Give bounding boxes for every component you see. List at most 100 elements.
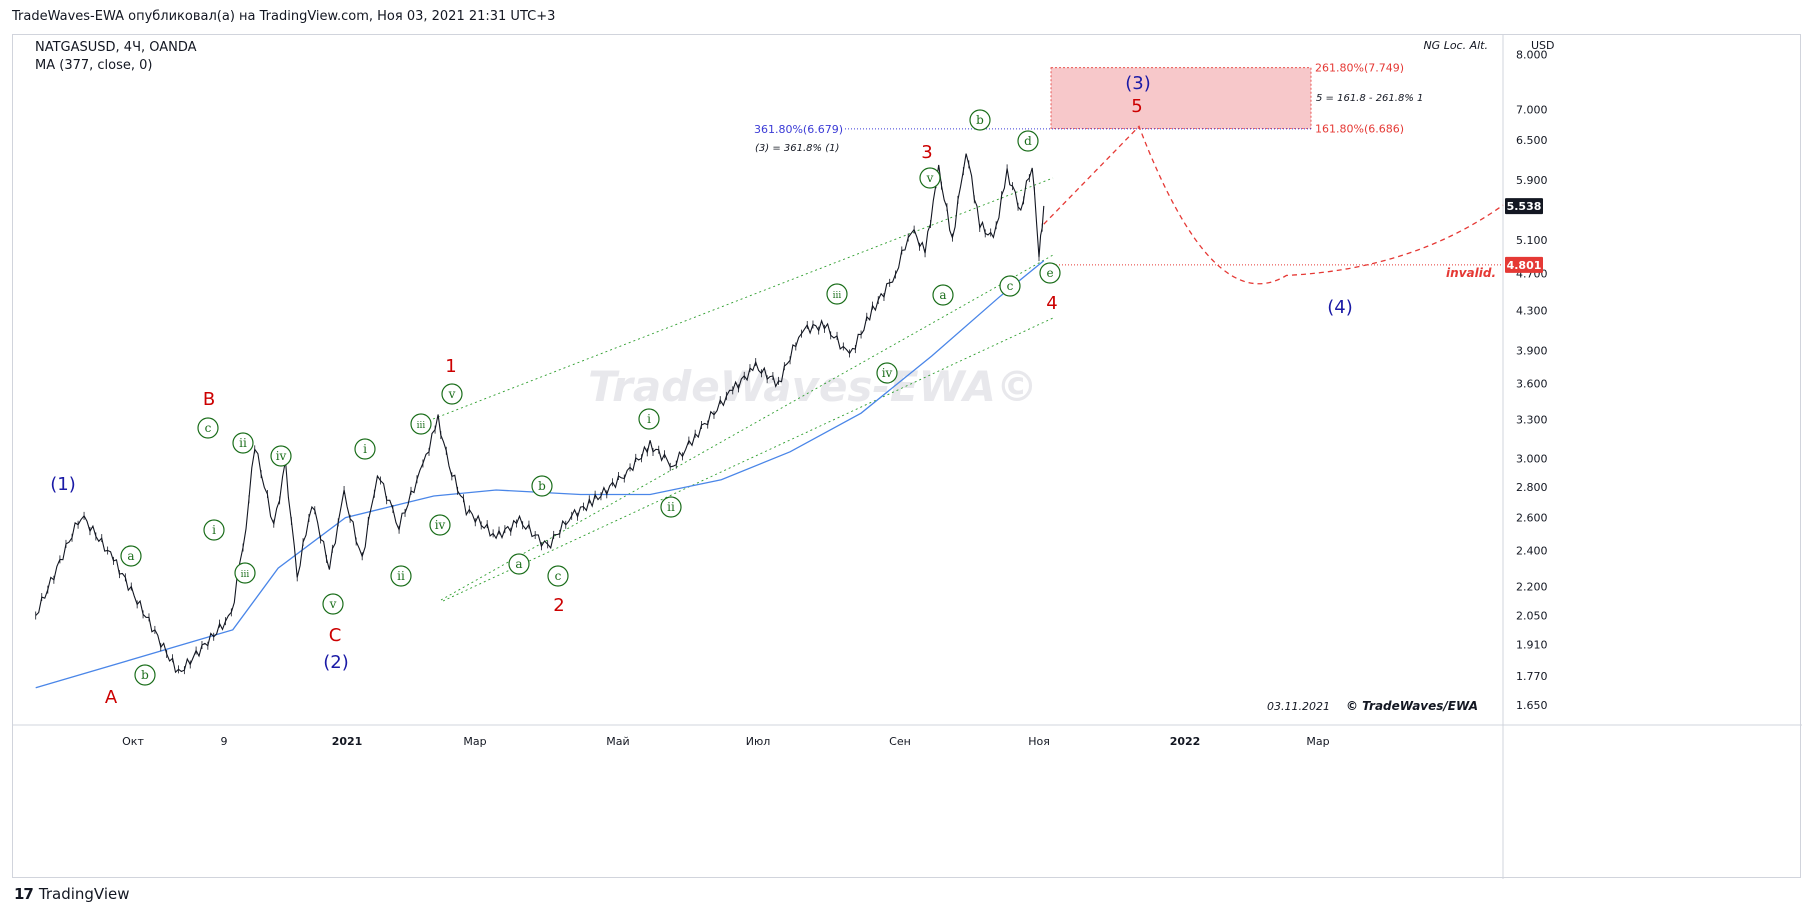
x-tick-label: Мар [1306,735,1329,748]
y-tick-label: 3.900 [1516,345,1548,358]
circled-wave-marker [322,593,344,615]
circled-wave-label: a [127,549,134,563]
price-tag-label: 4.801 [1507,259,1542,272]
circled-wave-label: iii [833,291,842,301]
target-zone [1050,67,1312,129]
wave-label-C: C [329,625,342,646]
price-line [35,153,1045,674]
wave-label-5: 5 [1131,96,1142,117]
wave-label-B: B [203,389,215,410]
tradingview-brand[interactable]: 17 TradingView [14,885,130,903]
y-tick-label: 3.300 [1516,413,1548,426]
circled-wave-marker [120,545,142,567]
circled-wave-marker [660,496,682,518]
circled-wave-marker [429,514,451,536]
circled-wave-marker [441,383,463,405]
chart-title: NG Loc. Alt. [1423,39,1488,52]
chart-canvas[interactable]: NG Loc. Alt. USD TradeWaves-EWA© 1.650 1.770… [13,35,1802,879]
wave-label-(3): (3) [1125,73,1151,94]
circled-wave-marker [919,167,941,189]
circled-wave-label: b [141,668,149,682]
circled-wave-label: i [212,523,216,537]
circled-wave-label: b [538,479,546,493]
fib-lower-label: 161.80%(6.686) [1315,122,1404,135]
circled-wave-label: ii [667,500,675,514]
y-tick-label: 5.900 [1516,174,1548,187]
y-tick-label: 2.050 [1516,609,1548,622]
fib-level-label: 361.80%(6.679) [754,123,843,136]
circled-wave-marker [826,283,848,305]
price-tag-box [1505,198,1543,215]
circled-wave-marker [1017,130,1039,152]
fib-upper-label: 261.80%(7.749) [1315,62,1404,75]
circled-wave-marker [638,408,660,430]
chart-panel[interactable]: NG Loc. Alt. USD TradeWaves-EWA© 1.650 1.770… [12,34,1802,879]
watermark: TradeWaves-EWA© [588,362,1038,411]
circled-wave-label: a [515,557,522,571]
circled-wave-marker [999,275,1021,297]
circled-wave-label: ii [397,569,405,583]
fib-note: (3) = 361.8% (1) [755,143,839,154]
price-tag-label: 5.538 [1507,200,1542,213]
circled-wave-marker [234,562,256,584]
y-tick-label: 7.000 [1516,104,1548,117]
circled-wave-marker [203,519,225,541]
ma-line [35,260,1045,689]
x-tick-label: Мар [463,735,486,748]
circled-wave-marker [932,284,954,306]
circled-wave-label: iv [276,449,287,463]
circled-wave-marker [969,109,991,131]
x-tick-label: Окт [122,735,144,748]
currency-label: USD [1531,39,1555,52]
signature-date: 03.11.2021 [1267,700,1330,713]
y-tick-label: 2.400 [1516,545,1548,558]
x-tick-label: 9 [221,735,228,748]
wave-label-3: 3 [921,142,932,163]
publication-header: TradeWaves-EWA опубликовал(а) на Trading… [12,9,556,24]
wave-label-1: 1 [445,356,456,377]
wave-label-(1): (1) [50,474,76,495]
circled-wave-label: v [329,597,337,611]
x-tick-label: Май [606,735,629,748]
y-tick-label: 2.600 [1516,512,1548,525]
y-tick-label: 4.300 [1516,304,1548,317]
circled-wave-marker [232,432,254,454]
circled-wave-label: iv [435,518,446,532]
circled-wave-label: i [363,442,367,456]
channel-line-0 [432,177,1054,420]
wave-label-2: 2 [553,595,564,616]
wave-label-A: A [105,687,118,708]
circled-wave-marker [270,445,292,467]
circled-wave-marker [390,565,412,587]
x-tick-label: Ноя [1028,735,1050,748]
circled-wave-marker [1039,262,1061,284]
circled-wave-label: ii [239,436,247,450]
indicator-legend[interactable]: MA (377, close, 0) [35,58,153,73]
channel-line-2 [440,254,1054,601]
circled-wave-label: c [555,569,562,583]
x-tick-label: 2022 [1170,735,1201,748]
tradingview-logo-icon: 17 [14,885,34,903]
circled-wave-marker [508,553,530,575]
circled-wave-marker [410,413,432,435]
signature-author: © TradeWaves/EWA [1346,699,1478,713]
wave-label-(2): (2) [323,652,349,673]
circled-wave-marker [197,417,219,439]
circled-wave-label: c [1007,279,1014,293]
y-tick-label: 3.600 [1516,378,1548,391]
target-note: 5 = 161.8 - 261.8% 1 [1316,93,1423,104]
circled-wave-marker [134,664,156,686]
y-tick-label: 5.100 [1516,234,1548,247]
circled-wave-label: e [1046,266,1053,280]
x-tick-label: Июл [746,735,771,748]
y-tick-label: 1.770 [1516,670,1548,683]
circled-wave-label: iii [417,421,426,431]
circled-wave-label: v [448,387,456,401]
circled-wave-marker [531,475,553,497]
circled-wave-label: d [1024,134,1032,148]
y-tick-label: 2.200 [1516,580,1548,593]
y-tick-label: 8.000 [1516,49,1548,62]
y-tick-label: 1.650 [1516,699,1548,712]
y-tick-label: 1.910 [1516,639,1548,652]
circled-wave-marker [876,362,898,384]
